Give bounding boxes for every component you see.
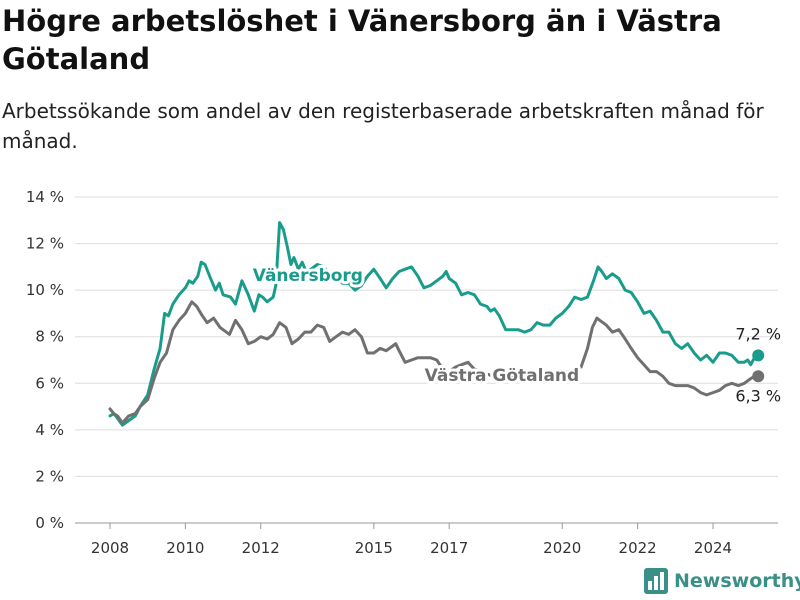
x-tick-label: 2015 [355, 539, 393, 557]
y-tick-label: 10 % [26, 281, 64, 299]
chart-subtitle: Arbetssökande som andel av den registerb… [2, 99, 764, 153]
series-line-1 [108, 300, 760, 425]
series-label-1: Västra Götaland [425, 366, 580, 386]
x-tick-label: 2010 [166, 539, 204, 557]
x-tick-label: 2020 [543, 539, 581, 557]
y-tick-label: 0 % [35, 514, 64, 532]
y-tick-label: 4 % [35, 421, 64, 439]
chart-title: Högre arbetslöshet i Vänersborg än i Väs… [2, 4, 722, 76]
y-tick-label: 6 % [35, 374, 64, 392]
x-tick-label: 2012 [242, 539, 280, 557]
y-tick-label: 2 % [35, 467, 64, 485]
series-end-point-0 [752, 349, 765, 362]
x-tick-label: 2008 [91, 539, 129, 557]
x-tick-label: 2024 [694, 539, 732, 557]
y-tick-label: 8 % [35, 328, 64, 346]
newsworthy-logo: Newsworthy [644, 568, 800, 594]
series-line-0 [108, 221, 760, 427]
series-end-label-1: 6,3 % [735, 386, 781, 405]
x-tick-label: 2022 [619, 539, 657, 557]
series-label-halo: Vänersborg [253, 266, 363, 286]
logo-text: Newsworthy [674, 570, 800, 592]
series-label-halo: Västra Götaland [425, 366, 580, 386]
x-tick-label: 2017 [430, 539, 468, 557]
series-label-0: Vänersborg [253, 266, 363, 286]
bar-chart-icon [644, 568, 668, 594]
y-tick-label: 14 % [26, 188, 64, 206]
series-end-point-1 [752, 370, 765, 383]
y-tick-label: 12 % [26, 235, 64, 253]
series-end-label-0: 7,2 % [735, 324, 781, 343]
